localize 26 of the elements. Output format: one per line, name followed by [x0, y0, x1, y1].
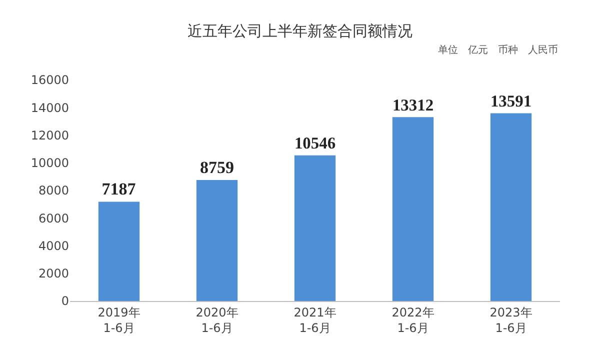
- bar: [196, 180, 238, 301]
- y-tick-label: 2000: [38, 266, 69, 281]
- x-tick-label: 2019年 1-6月: [98, 305, 140, 335]
- y-tick-label: 6000: [38, 211, 69, 226]
- x-tick-label: 2021年 1-6月: [294, 305, 336, 335]
- y-tick-label: 8000: [38, 184, 69, 198]
- data-label: 8759: [200, 158, 234, 178]
- bar: [392, 117, 434, 301]
- data-label: 13312: [392, 95, 434, 114]
- data-label: 7187: [102, 180, 136, 199]
- x-tick-label: 2022年 1-6月: [392, 305, 434, 335]
- bar: [490, 113, 532, 301]
- x-tick-label: 2023年 1-6月: [490, 305, 532, 335]
- y-tick-label: 16000: [30, 73, 69, 88]
- y-tick-label: 0: [61, 294, 69, 308]
- bar: [98, 202, 140, 301]
- data-label: 13591: [490, 91, 532, 110]
- chart-title: 近五年公司上半年新签合同额情况: [188, 22, 412, 40]
- y-tick-label: 12000: [30, 128, 69, 142]
- bar: [294, 155, 336, 301]
- data-label: 10546: [294, 133, 336, 152]
- y-tick-label: 4000: [38, 238, 69, 253]
- x-tick-label: 2020年 1-6月: [196, 305, 238, 335]
- y-tick-label: 10000: [30, 156, 69, 170]
- text: 单位 亿元 币种 人民币: [438, 44, 558, 56]
- y-tick-label: 14000: [30, 100, 69, 115]
